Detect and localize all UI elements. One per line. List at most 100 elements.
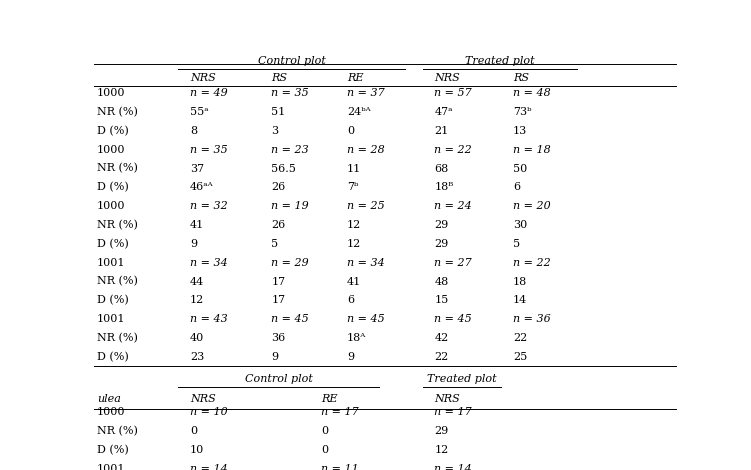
Text: 12: 12 xyxy=(347,239,361,249)
Text: NR (%): NR (%) xyxy=(97,164,137,174)
Text: n = 23: n = 23 xyxy=(271,145,309,155)
Text: 18ᴮ: 18ᴮ xyxy=(434,182,454,192)
Text: 0: 0 xyxy=(347,126,354,136)
Text: 1001: 1001 xyxy=(97,314,125,324)
Text: 26: 26 xyxy=(271,182,285,192)
Text: D (%): D (%) xyxy=(97,295,128,306)
Text: 9: 9 xyxy=(190,239,197,249)
Text: 26: 26 xyxy=(271,220,285,230)
Text: 29: 29 xyxy=(434,239,448,249)
Text: 25: 25 xyxy=(513,352,527,362)
Text: D (%): D (%) xyxy=(97,352,128,362)
Text: NRS: NRS xyxy=(190,394,216,404)
Text: 1000: 1000 xyxy=(97,145,125,155)
Text: D (%): D (%) xyxy=(97,182,128,193)
Text: n = 10: n = 10 xyxy=(190,407,228,417)
Text: 36: 36 xyxy=(271,333,285,343)
Text: 1000: 1000 xyxy=(97,88,125,98)
Text: 68: 68 xyxy=(434,164,448,173)
Text: n = 34: n = 34 xyxy=(347,258,385,268)
Text: 73ᵇ: 73ᵇ xyxy=(513,107,532,117)
Text: Treated plot: Treated plot xyxy=(465,56,535,66)
Text: NR (%): NR (%) xyxy=(97,333,137,343)
Text: 17: 17 xyxy=(271,295,285,306)
Text: Control plot: Control plot xyxy=(245,374,312,384)
Text: n = 49: n = 49 xyxy=(190,88,228,98)
Text: 29: 29 xyxy=(434,426,448,436)
Text: 9: 9 xyxy=(271,352,279,362)
Text: NR (%): NR (%) xyxy=(97,107,137,118)
Text: 0: 0 xyxy=(321,445,328,455)
Text: 24ᵇᴬ: 24ᵇᴬ xyxy=(347,107,371,117)
Text: 55ᵃ: 55ᵃ xyxy=(190,107,209,117)
Text: 47ᵃ: 47ᵃ xyxy=(434,107,453,117)
Text: D (%): D (%) xyxy=(97,445,128,455)
Text: NRS: NRS xyxy=(434,73,460,83)
Text: 21: 21 xyxy=(434,126,448,136)
Text: n = 48: n = 48 xyxy=(513,88,550,98)
Text: n = 22: n = 22 xyxy=(434,145,472,155)
Text: NRS: NRS xyxy=(190,73,216,83)
Text: n = 18: n = 18 xyxy=(513,145,550,155)
Text: 41: 41 xyxy=(190,220,204,230)
Text: RS: RS xyxy=(271,73,288,83)
Text: D (%): D (%) xyxy=(97,239,128,249)
Text: D (%): D (%) xyxy=(97,126,128,136)
Text: n = 22: n = 22 xyxy=(513,258,550,268)
Text: 51: 51 xyxy=(271,107,285,117)
Text: 18ᴬ: 18ᴬ xyxy=(347,333,366,343)
Text: 48: 48 xyxy=(434,276,448,287)
Text: n = 17: n = 17 xyxy=(434,407,472,417)
Text: 14: 14 xyxy=(513,295,527,306)
Text: RS: RS xyxy=(513,73,529,83)
Text: 6: 6 xyxy=(347,295,354,306)
Text: ulea: ulea xyxy=(97,394,121,404)
Text: 22: 22 xyxy=(434,352,448,362)
Text: 46ᵃᴬ: 46ᵃᴬ xyxy=(190,182,213,192)
Text: RE: RE xyxy=(347,73,363,83)
Text: n = 11: n = 11 xyxy=(321,464,359,470)
Text: n = 25: n = 25 xyxy=(347,201,385,211)
Text: n = 35: n = 35 xyxy=(190,145,228,155)
Text: 29: 29 xyxy=(434,220,448,230)
Text: n = 29: n = 29 xyxy=(271,258,309,268)
Text: 6: 6 xyxy=(513,182,520,192)
Text: 1001: 1001 xyxy=(97,464,125,470)
Text: n = 45: n = 45 xyxy=(347,314,385,324)
Text: 44: 44 xyxy=(190,276,204,287)
Text: 18: 18 xyxy=(513,276,527,287)
Text: 13: 13 xyxy=(513,126,527,136)
Text: n = 43: n = 43 xyxy=(190,314,228,324)
Text: 0: 0 xyxy=(321,426,328,436)
Text: n = 45: n = 45 xyxy=(271,314,309,324)
Text: 0: 0 xyxy=(190,426,197,436)
Text: 8: 8 xyxy=(190,126,197,136)
Text: n = 45: n = 45 xyxy=(434,314,472,324)
Text: 50: 50 xyxy=(513,164,527,173)
Text: n = 28: n = 28 xyxy=(347,145,385,155)
Text: 22: 22 xyxy=(513,333,527,343)
Text: RE: RE xyxy=(321,394,337,404)
Text: NRS: NRS xyxy=(434,394,460,404)
Text: 37: 37 xyxy=(190,164,204,173)
Text: 1000: 1000 xyxy=(97,201,125,211)
Text: 7ᵇ: 7ᵇ xyxy=(347,182,358,192)
Text: 3: 3 xyxy=(271,126,279,136)
Text: NR (%): NR (%) xyxy=(97,426,137,436)
Text: NR (%): NR (%) xyxy=(97,220,137,230)
Text: 15: 15 xyxy=(434,295,448,306)
Text: n = 17: n = 17 xyxy=(321,407,359,417)
Text: n = 37: n = 37 xyxy=(347,88,385,98)
Text: 41: 41 xyxy=(347,276,361,287)
Text: n = 32: n = 32 xyxy=(190,201,228,211)
Text: 11: 11 xyxy=(347,164,361,173)
Text: n = 34: n = 34 xyxy=(190,258,228,268)
Text: n = 35: n = 35 xyxy=(271,88,309,98)
Text: Control plot: Control plot xyxy=(258,56,326,66)
Text: 9: 9 xyxy=(347,352,354,362)
Text: 1001: 1001 xyxy=(97,258,125,268)
Text: n = 27: n = 27 xyxy=(434,258,472,268)
Text: NR (%): NR (%) xyxy=(97,276,137,287)
Text: 12: 12 xyxy=(190,295,204,306)
Text: n = 57: n = 57 xyxy=(434,88,472,98)
